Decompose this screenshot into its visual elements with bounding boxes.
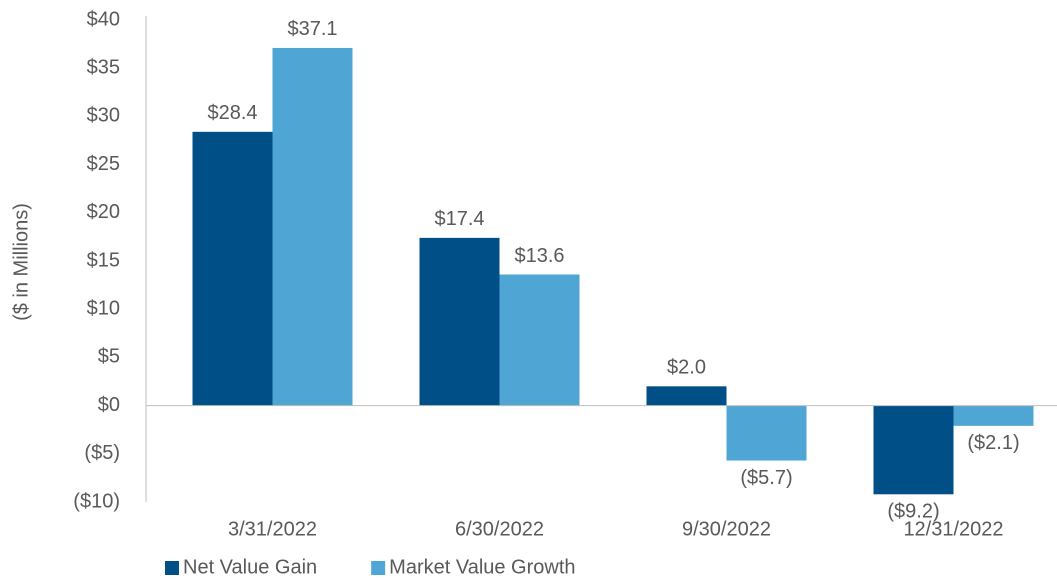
x-tick-label: 3/31/2022 (228, 518, 317, 540)
value-label: ($9.2) (887, 501, 939, 523)
value-label: $2.0 (667, 357, 706, 379)
x-tick-label: 6/30/2022 (455, 518, 544, 540)
y-tick-label: $40 (87, 8, 120, 30)
legend-label: Market Value Growth (389, 556, 575, 578)
bar (646, 386, 727, 406)
value-label: $13.6 (514, 245, 564, 267)
bar (192, 131, 273, 406)
y-tick-label: $5 (98, 346, 120, 368)
value-label: ($2.1) (967, 432, 1019, 454)
y-tick-label: $30 (87, 105, 120, 127)
bar (419, 237, 500, 406)
legend-swatch (371, 561, 386, 575)
value-label: $17.4 (434, 208, 484, 230)
x-tick-label: 12/31/2022 (903, 518, 1003, 540)
bar (272, 47, 353, 406)
value-label: $37.1 (287, 18, 337, 40)
bar (499, 274, 580, 406)
y-tick-label: ($5) (84, 442, 120, 464)
bar (873, 405, 954, 495)
y-axis-title: ($ in Millions) (10, 203, 32, 321)
y-tick-label: $10 (87, 297, 120, 319)
y-tick-label: $35 (87, 56, 120, 78)
y-tick-label: $25 (87, 153, 120, 175)
bar (726, 405, 807, 461)
y-tick-label: ($10) (73, 490, 120, 512)
x-tick-label: 9/30/2022 (682, 518, 771, 540)
value-label: ($5.7) (740, 467, 792, 489)
legend-swatch (165, 561, 179, 575)
value-label: $28.4 (207, 102, 257, 124)
legend-label: Net Value Gain (183, 556, 317, 578)
bar (953, 405, 1034, 426)
y-tick-label: $20 (87, 201, 120, 223)
y-tick-label: $15 (87, 249, 120, 271)
y-tick-label: $0 (98, 394, 120, 416)
